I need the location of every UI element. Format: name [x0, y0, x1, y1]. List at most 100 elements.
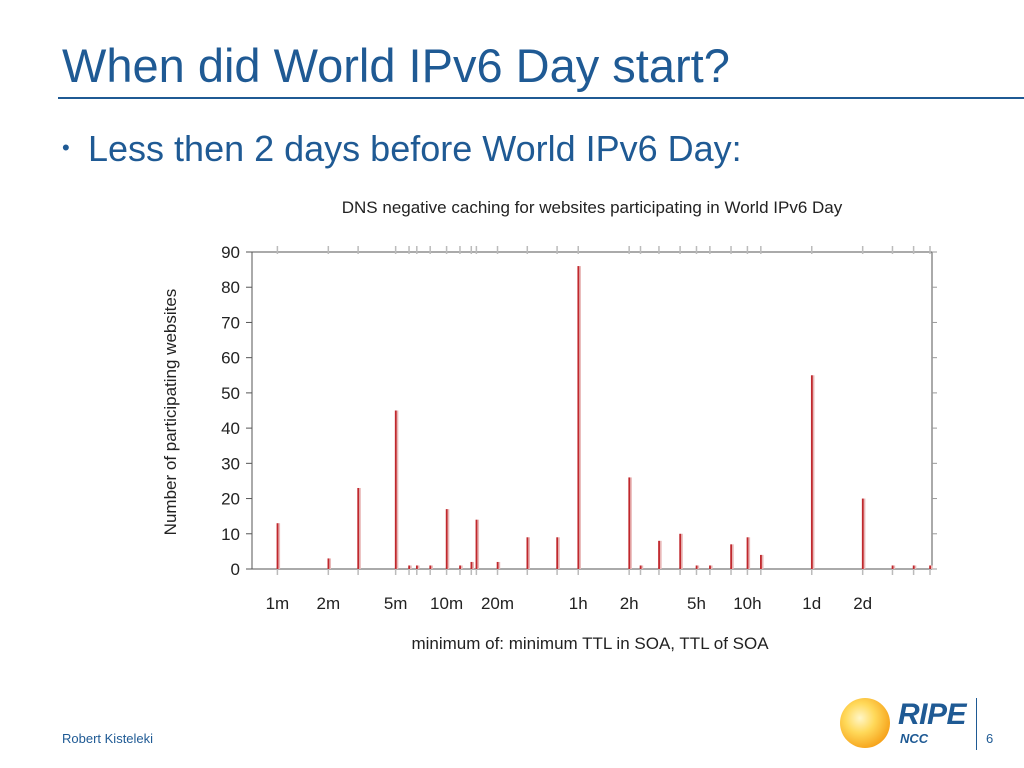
x-tick-label: 5m [384, 594, 408, 613]
bar-shadow [396, 410, 399, 569]
ripe-ncc-logo: RIPE NCC [836, 694, 981, 754]
bar-shadow [557, 537, 560, 569]
x-tick-label: 2h [620, 594, 639, 613]
bar-shadow [629, 477, 632, 569]
bar-shadow [417, 565, 420, 569]
bar-shadow [680, 533, 683, 569]
bar-shadow [460, 565, 463, 569]
bar-shadow [747, 537, 751, 569]
logo-divider [976, 698, 977, 750]
bar-shadow [447, 509, 450, 569]
bar-shadow [498, 561, 501, 569]
y-tick-label: 90 [221, 243, 240, 262]
bar [496, 561, 499, 569]
chart-title: DNS negative caching for websites partic… [342, 198, 843, 217]
bar-shadow [914, 565, 917, 569]
bar [861, 498, 864, 569]
bar [429, 565, 432, 569]
bar-shadow [358, 487, 361, 569]
bar [526, 537, 529, 569]
plot-area [251, 251, 933, 570]
bar-shadow [578, 266, 581, 569]
y-tick-label: 40 [221, 419, 240, 438]
x-tick-label: 10h [733, 594, 761, 613]
bar-shadow [527, 537, 531, 569]
bar-shadow [696, 565, 700, 569]
bar [357, 487, 360, 569]
page-number: 6 [986, 731, 994, 746]
bar [709, 565, 711, 569]
bar [394, 410, 397, 569]
bar [459, 565, 461, 569]
bar [679, 533, 682, 569]
bar-shadow [892, 565, 896, 569]
bar [695, 565, 698, 569]
bar-shadow [812, 375, 815, 569]
x-ticks: 1m 2m 5m 10m 20m 1h 2h 5h 10h 1d 2d [266, 594, 873, 613]
bar-shadow [863, 498, 866, 569]
bar [760, 554, 762, 569]
bar [276, 523, 279, 569]
x-tick-label: 1h [569, 594, 588, 613]
y-tick-label: 70 [221, 313, 240, 332]
bar-shadow [476, 519, 480, 569]
y-tick-label: 30 [221, 454, 240, 473]
bullet-glyph: • [62, 135, 70, 160]
bar [658, 540, 660, 569]
bar-shadow [409, 565, 412, 569]
bar [577, 266, 580, 569]
bar-shadow [328, 558, 332, 569]
bar-shadow [710, 565, 713, 569]
slide-title: When did World IPv6 Day start? [62, 39, 730, 92]
logo-subtitle: NCC [900, 731, 929, 746]
x-tick-label: 1m [266, 594, 290, 613]
bullet-point: • Less then 2 days before World IPv6 Day: [62, 128, 742, 170]
bars [276, 266, 933, 569]
bar [327, 558, 330, 569]
bullet-text: Less then 2 days before World IPv6 Day: [88, 128, 742, 169]
x-tick-label: 10m [430, 594, 463, 613]
y-tick-label: 0 [231, 560, 240, 579]
bar [912, 565, 915, 569]
x-tick-label: 2d [853, 594, 872, 613]
bar [746, 537, 749, 569]
y-tick-label: 80 [221, 278, 240, 297]
bar-shadow [930, 565, 933, 569]
logo-wordmark: RIPE [898, 698, 967, 731]
title-divider [58, 97, 1024, 99]
footer-author: Robert Kisteleki [62, 731, 154, 746]
bar [628, 477, 631, 569]
bar-shadow [430, 565, 433, 569]
x-tick-label: 20m [481, 594, 514, 613]
x-tick-label: 1d [802, 594, 821, 613]
bar [415, 565, 418, 569]
y-tick-label: 10 [221, 525, 240, 544]
rug-marks [276, 246, 931, 575]
bar [730, 544, 733, 569]
bar-shadow [659, 540, 662, 569]
bar [556, 537, 559, 569]
bar-shadow [277, 523, 281, 569]
bar-shadow [761, 554, 764, 569]
y-tick-label: 60 [221, 349, 240, 368]
x-axis-label: minimum of: minimum TTL in SOA, TTL of S… [411, 634, 769, 653]
bar [929, 565, 931, 569]
y-ticks: 0 10 20 30 40 50 60 70 80 90 [221, 243, 937, 579]
bar-shadow [731, 544, 734, 569]
y-tick-label: 20 [221, 490, 240, 509]
bar [408, 565, 411, 569]
y-tick-label: 50 [221, 384, 240, 403]
bar [445, 509, 448, 569]
bar-shadow [471, 561, 475, 569]
x-tick-label: 5h [687, 594, 706, 613]
sun-icon [840, 698, 890, 748]
x-tick-label: 2m [317, 594, 341, 613]
y-axis-label: Number of participating websites [161, 289, 180, 536]
bar-shadow [640, 565, 644, 569]
bar [639, 565, 642, 569]
bar [475, 519, 478, 569]
bar [891, 565, 894, 569]
bar [470, 561, 473, 569]
bar [810, 375, 813, 569]
